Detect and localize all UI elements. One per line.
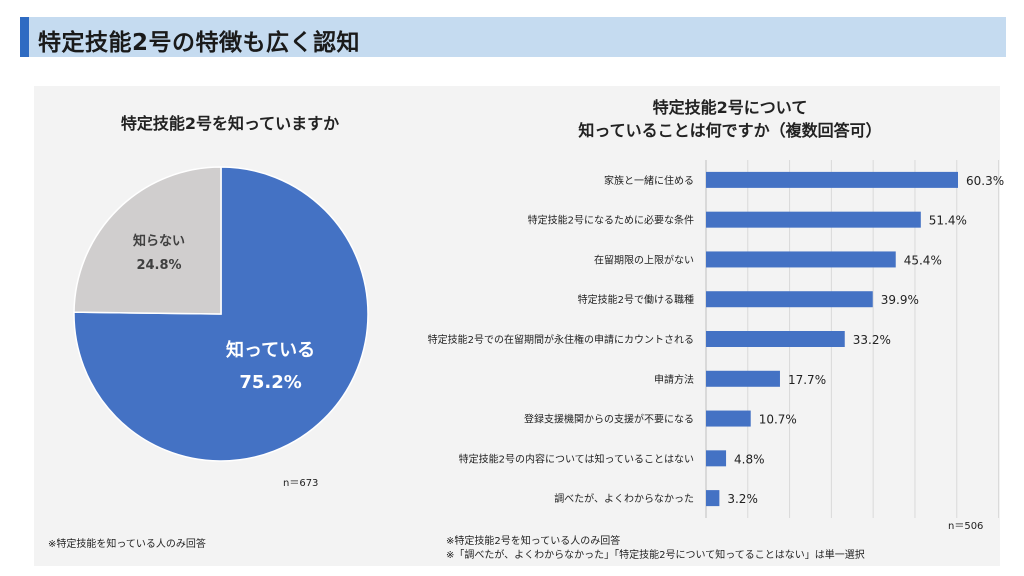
bar-category-label-7: 登録支援機関からの支援が不要になる	[524, 413, 694, 426]
pie-chart-title: 特定技能2号を知っていますか	[120, 114, 340, 133]
bar-4	[706, 291, 873, 308]
bar-value-label-8: 4.8%	[734, 452, 765, 466]
bar-7	[706, 410, 751, 427]
bar-category-label-9: 調べたが、よくわからなかった	[554, 492, 694, 505]
bar-1	[706, 171, 958, 188]
bar-5	[706, 331, 845, 347]
bar-value-label-5: 33.2%	[853, 333, 891, 347]
pie-slice-2	[73, 166, 222, 315]
bar-category-label-8: 特定技能2号の内容については知っていることはない	[459, 452, 694, 465]
pie-note: ※特定技能を知っている人のみ回答	[48, 539, 206, 550]
bar-category-label-5: 特定技能2号での在留期間が永住権の申請にカウントされる	[428, 333, 694, 346]
pie-slice-label-1: 知っている	[226, 339, 315, 361]
bar-category-label-2: 特定技能2号になるために必要な条件	[528, 214, 694, 227]
bar-value-label-3: 45.4%	[904, 253, 942, 267]
bar-6	[706, 370, 780, 387]
bar-value-label-7: 10.7%	[759, 413, 797, 427]
pie-slice-value-1: 75.2%	[239, 372, 301, 393]
bar-3	[706, 251, 896, 268]
bar-note-line1: ※特定技能2号を知っている人のみ回答	[446, 536, 621, 547]
bar-chart-title-line2: 知っていることは何ですか（複数回答可）	[578, 121, 882, 140]
bar-value-label-9: 3.2%	[727, 492, 758, 506]
bar-9	[706, 490, 720, 507]
bar-category-label-6: 申請方法	[654, 373, 694, 386]
bar-value-label-6: 17.7%	[788, 373, 826, 387]
bar-note-line2: ※「調べたが、よくわからなかった」「特定技能2号について知ってることはない」は単…	[446, 550, 865, 561]
pie-slice-value-2: 24.8%	[136, 258, 181, 273]
title-accent	[20, 17, 29, 57]
bar-category-label-4: 特定技能2号で働ける職種	[578, 293, 694, 306]
bar-2	[706, 211, 921, 228]
bar-category-label-3: 在留期限の上限がない	[594, 253, 694, 266]
pie-slice-label-2: 知らない	[133, 233, 185, 249]
pie-chart: 知っている 75.2% 知らない 24.8%	[73, 166, 369, 462]
bar-value-label-4: 39.9%	[881, 293, 919, 307]
bar-n-label: n＝506	[948, 521, 984, 532]
bar-8	[706, 450, 727, 467]
pie-n-label: n＝673	[283, 478, 319, 489]
bar-chart-title-line1: 特定技能2号について	[652, 98, 808, 117]
bar-value-label-2: 51.4%	[929, 214, 967, 228]
bar-value-label-1: 60.3%	[966, 174, 1004, 188]
bar-category-label-1: 家族と一緒に住める	[604, 174, 694, 187]
bar-chart-title: 特定技能2号について 知っていることは何ですか（複数回答可）	[520, 96, 940, 142]
bar-chart: 家族と一緒に住める 60.3% 特定技能2号になるために必要な条件 51.4% 在留期限…	[428, 160, 1004, 518]
page-title: 特定技能2号の特徴も広く認知	[38, 30, 361, 56]
title-bar: 特定技能2号の特徴も広く認知	[20, 17, 1006, 57]
